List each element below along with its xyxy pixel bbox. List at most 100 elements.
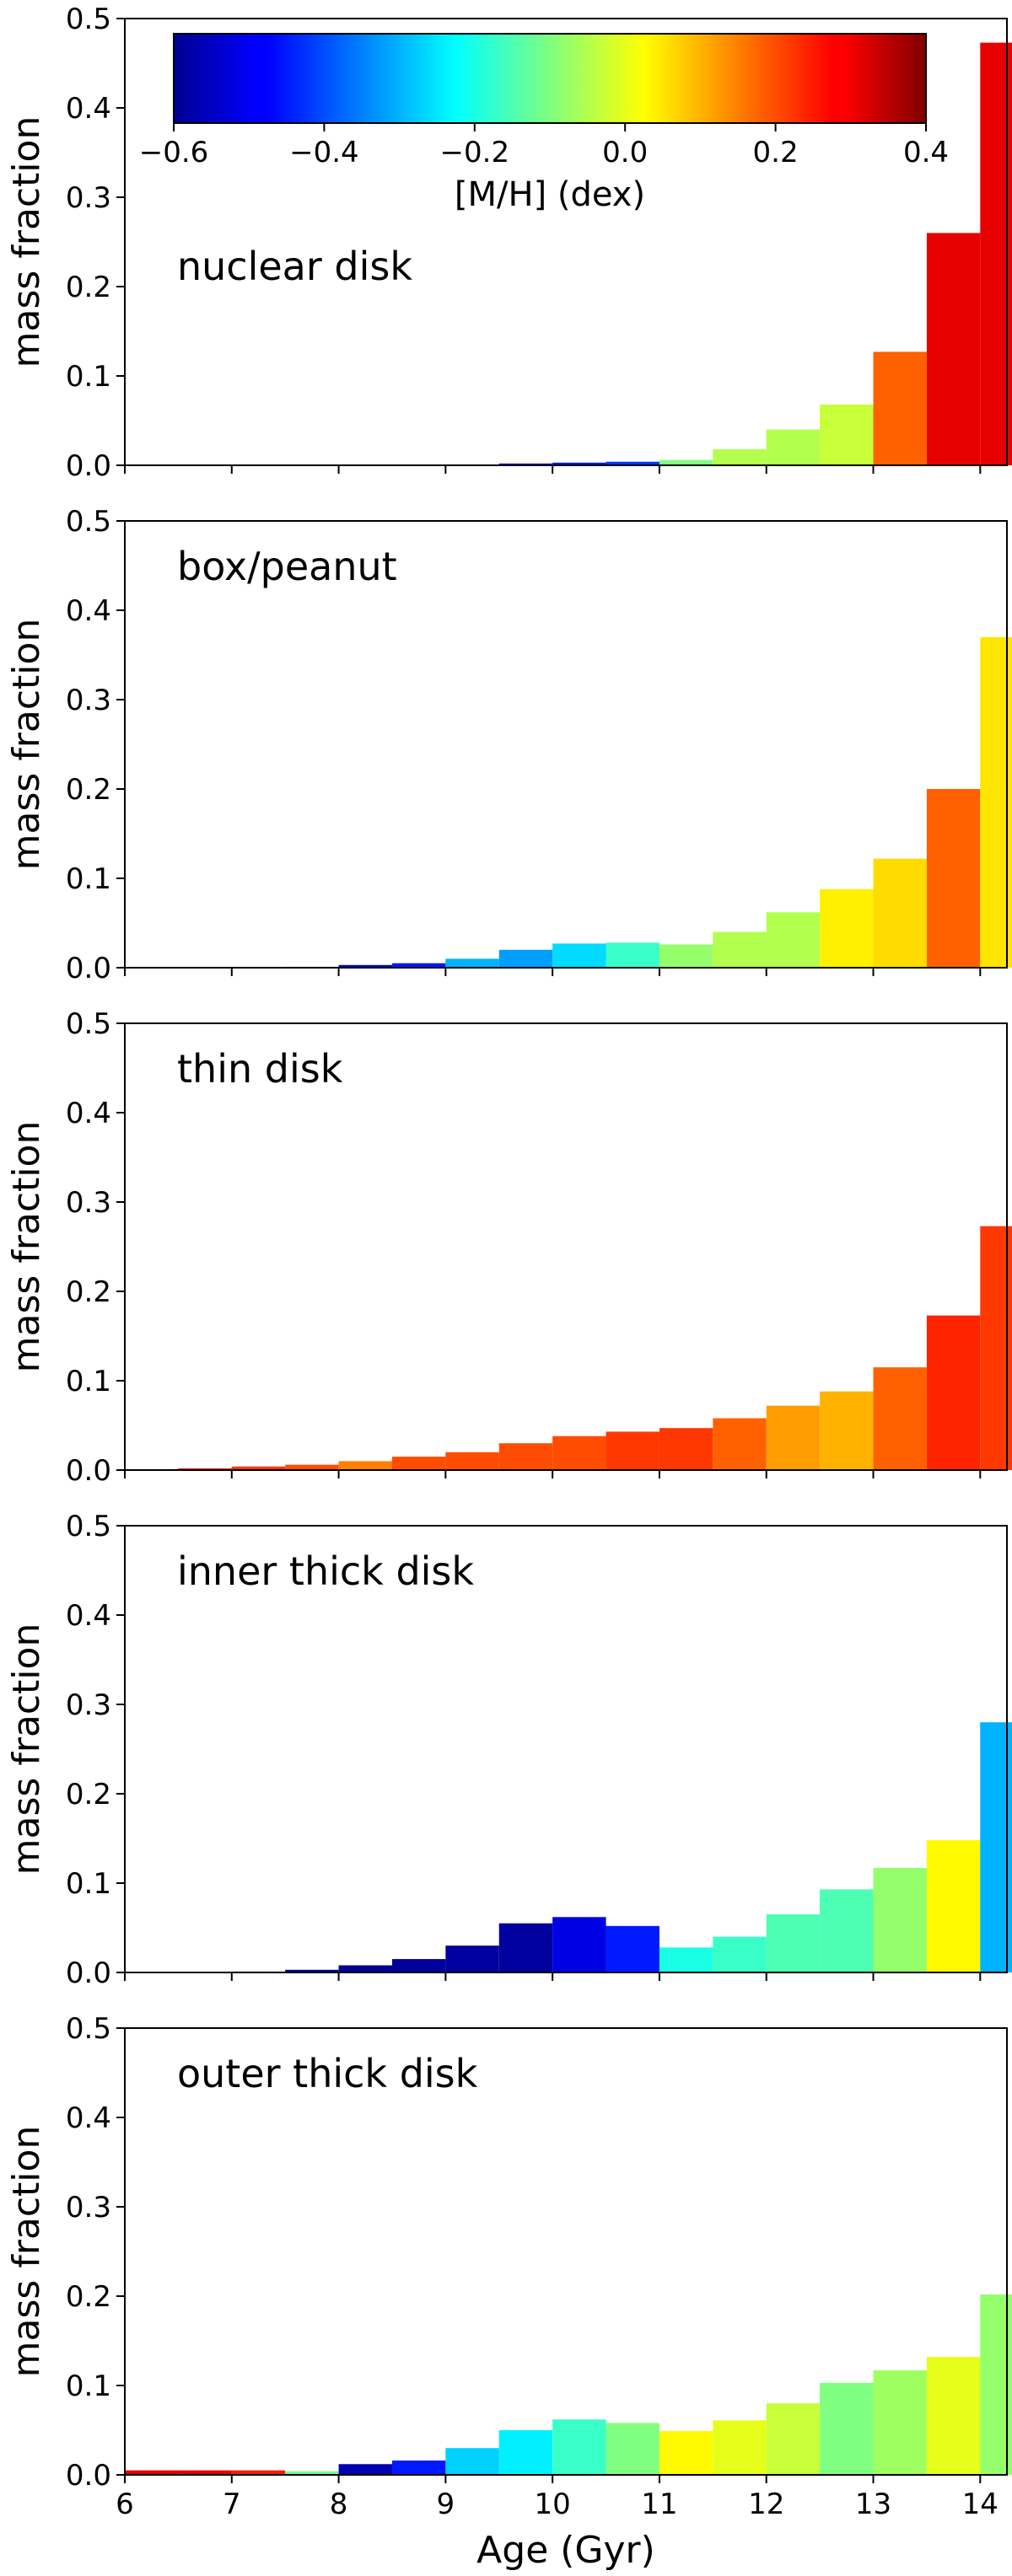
bar — [231, 2470, 286, 2475]
bar — [338, 2464, 392, 2475]
axes-frame — [124, 18, 1008, 466]
bar — [606, 1431, 659, 1470]
y-tick-label: 0.5 — [66, 505, 111, 539]
bar — [606, 942, 659, 968]
y-tick-label: 0.4 — [66, 1097, 111, 1130]
y-tick-label: 0.4 — [66, 594, 111, 628]
y-tick-label: 0.0 — [66, 952, 111, 985]
y-tick-label: 0.2 — [66, 773, 111, 807]
bar — [552, 2419, 606, 2475]
bar — [873, 1367, 927, 1470]
bar — [926, 2357, 981, 2475]
bar — [926, 1840, 981, 1972]
colorbar-tick-label: −0.6 — [139, 136, 209, 169]
bar — [445, 1452, 499, 1470]
panel-nuclear-disk: 0.0 0.1 0.2 0.3 0.4 0.5 mass fraction nuclear d… — [5, 3, 1012, 483]
bar — [820, 1391, 874, 1470]
bar — [659, 459, 713, 465]
y-tick-label: 0.3 — [66, 181, 111, 215]
y-tick-label: 0.0 — [66, 449, 111, 483]
bar — [338, 1965, 392, 1972]
panel-label: thin disk — [177, 1046, 343, 1092]
bar — [606, 2423, 659, 2475]
bar — [285, 1969, 339, 1972]
y-tick-label: 0.5 — [66, 2012, 111, 2046]
bar — [659, 1428, 713, 1470]
bar — [873, 2369, 927, 2475]
bar — [338, 964, 392, 968]
panel-label: inner thick disk — [177, 1548, 474, 1594]
y-tick-label: 0.1 — [66, 360, 111, 394]
bar — [820, 1889, 874, 1972]
colorbar-gradient — [173, 33, 927, 124]
bar — [873, 858, 927, 968]
x-tick-label: 6 — [116, 2487, 134, 2521]
y-axis-label: mass fraction — [5, 619, 48, 871]
x-tick-label: 7 — [223, 2487, 241, 2521]
x-tick-label: 11 — [641, 2487, 677, 2521]
bar — [873, 352, 927, 465]
bar — [820, 2382, 874, 2475]
panel-box-peanut: 0.0 0.1 0.2 0.3 0.4 0.5 mass fraction box/peanu… — [5, 505, 1012, 985]
bar — [820, 404, 874, 465]
bar — [926, 789, 981, 968]
x-tick-label: 13 — [855, 2487, 891, 2521]
y-tick-label: 0.5 — [66, 3, 111, 36]
x-tick-label: 8 — [330, 2487, 348, 2521]
bar — [178, 1468, 232, 1470]
y-tick-label: 0.2 — [66, 2280, 111, 2314]
bar — [552, 462, 606, 465]
bar — [445, 958, 499, 968]
bar — [445, 2448, 499, 2475]
bar — [445, 1945, 499, 1972]
bar — [391, 1959, 446, 1972]
axes-frame — [124, 1525, 1008, 1973]
y-tick-label: 0.2 — [66, 1275, 111, 1309]
bar — [498, 463, 553, 465]
bar — [766, 1405, 821, 1470]
y-tick-label: 0.0 — [66, 1454, 111, 1488]
colorbar: −0.6 −0.4 −0.2 0.0 0.2 0.4 [M/H] (dex) — [139, 33, 949, 214]
bar — [713, 1936, 767, 1972]
bar — [926, 1315, 981, 1470]
bar — [552, 943, 606, 968]
y-tick-label: 0.3 — [66, 684, 111, 717]
bar — [659, 944, 713, 968]
bar — [285, 2471, 339, 2475]
panel-thin-disk: 0.0 0.1 0.2 0.3 0.4 0.5 mass fraction thin disk — [5, 1007, 1012, 1488]
bar — [873, 1867, 927, 1972]
x-axis-label: Age (Gyr) — [476, 2529, 655, 2572]
bar — [766, 2403, 821, 2475]
axes-frame — [124, 520, 1008, 969]
bar — [659, 1947, 713, 1972]
colorbar-label: [M/H] (dex) — [455, 175, 645, 214]
y-tick-label: 0.0 — [66, 2459, 111, 2493]
bar — [926, 233, 981, 465]
panel-label: box/peanut — [177, 544, 397, 589]
colorbar-tick-label: 0.2 — [753, 136, 799, 169]
panel-label: outer thick disk — [177, 2051, 478, 2096]
axes-frame — [124, 2027, 1008, 2476]
y-tick-label: 0.0 — [66, 1956, 111, 1990]
bar — [713, 2420, 767, 2475]
bar — [391, 2461, 446, 2475]
y-tick-label: 0.2 — [66, 1778, 111, 1811]
bar — [498, 1443, 553, 1470]
bar — [552, 1917, 606, 1972]
panels-layer: 0.0 0.1 0.2 0.3 0.4 0.5 mass fraction nuclear d… — [5, 3, 1012, 2521]
colorbar-tick-label: −0.4 — [289, 136, 359, 169]
y-axis-label: mass fraction — [5, 116, 48, 368]
y-tick-label: 0.3 — [66, 1186, 111, 1220]
y-tick-label: 0.1 — [66, 1867, 111, 1901]
y-axis-label: mass fraction — [5, 1121, 48, 1373]
bar — [231, 1466, 286, 1470]
x-tick-label: 9 — [437, 2487, 455, 2521]
bar — [713, 1418, 767, 1470]
x-tick-label: 12 — [748, 2487, 784, 2521]
colorbar-tick-label: −0.2 — [440, 136, 510, 169]
y-tick-label: 0.4 — [66, 2101, 111, 2135]
y-tick-label: 0.4 — [66, 1599, 111, 1633]
bar — [766, 1914, 821, 1972]
y-tick-label: 0.1 — [66, 1365, 111, 1398]
y-tick-label: 0.2 — [66, 271, 111, 304]
